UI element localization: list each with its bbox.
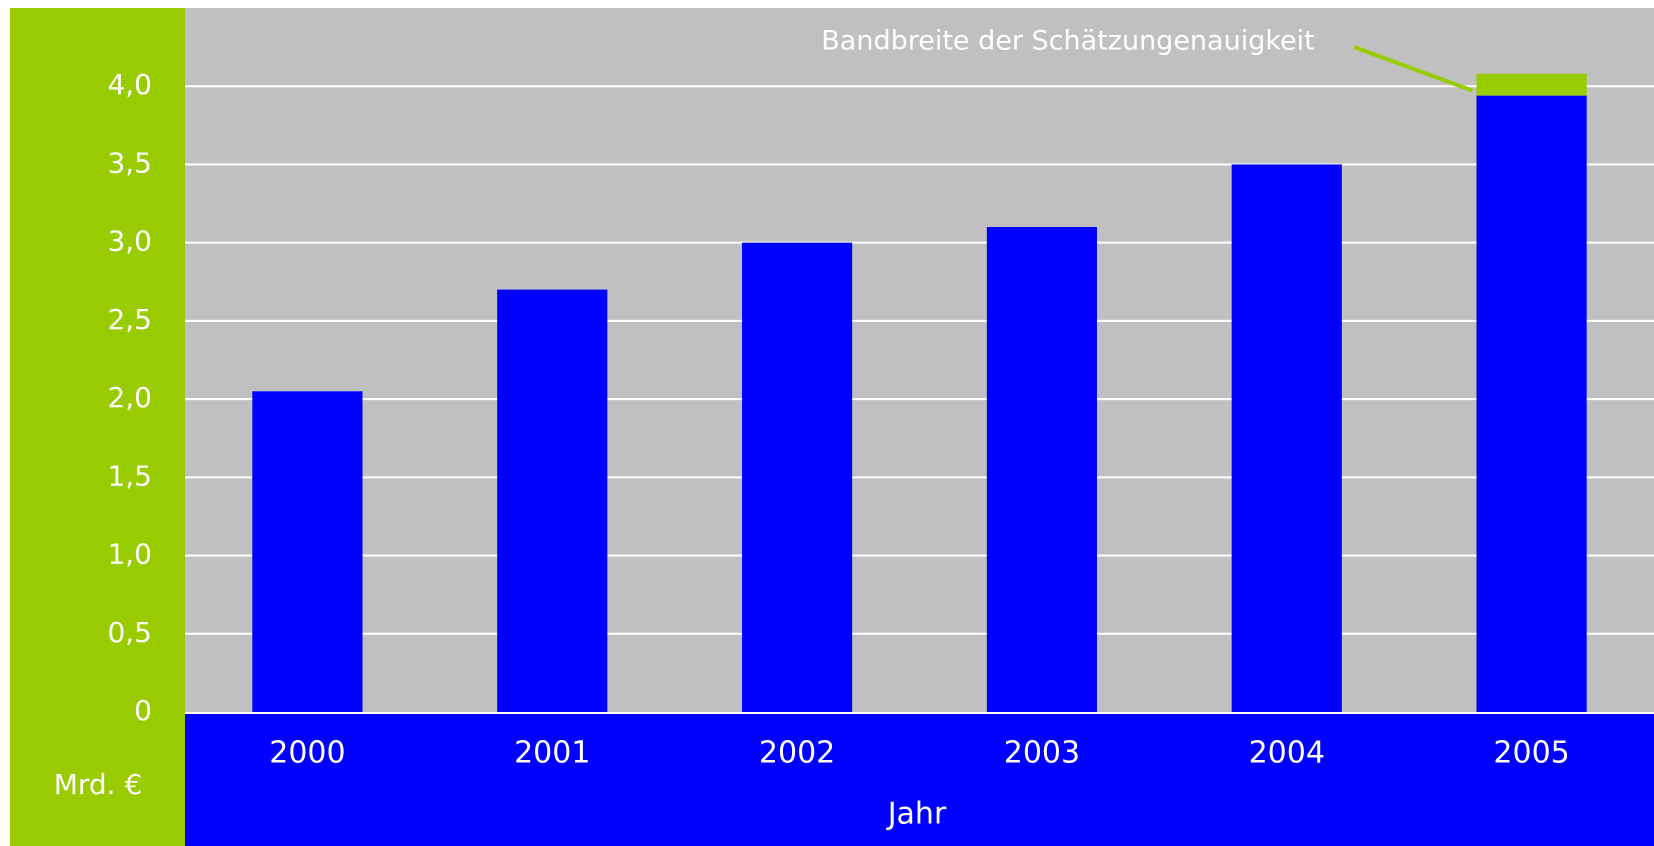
x-tick-label: 2003 [1004, 736, 1080, 771]
y-tick-label: 1,5 [107, 459, 152, 492]
bar-segment [741, 242, 853, 712]
bar-segment [497, 289, 608, 712]
x-tick-label: 2002 [759, 736, 835, 771]
annotation-leader [1353, 45, 1474, 93]
y-tick-label: 2,5 [107, 303, 152, 336]
bar-segment [252, 391, 363, 712]
y-tick-label: 4,0 [107, 68, 152, 101]
bar-segment [986, 227, 1098, 712]
y-axis-label: Mrd. € [54, 768, 143, 801]
bar-segment [1476, 95, 1587, 712]
plot-area [185, 8, 1654, 712]
x-tick-label: 2005 [1493, 736, 1569, 771]
x-axis-label: Jahr [886, 797, 947, 832]
bar-segment [1231, 164, 1342, 712]
y-tick-label: 2,0 [107, 381, 152, 414]
y-tick-label: 3,0 [107, 225, 152, 258]
x-axis-panel [185, 714, 1654, 846]
y-tick-label: 0 [134, 694, 152, 727]
x-tick-label: 2001 [514, 736, 590, 771]
x-tick-label: 2000 [269, 736, 345, 771]
x-tick-label: 2004 [1249, 736, 1325, 771]
bar-segment [1476, 73, 1587, 96]
y-tick-label: 0,5 [107, 616, 152, 649]
annotation: Bandbreite der Schätzungenauigkeit [821, 26, 1314, 57]
y-tick-label: 1,0 [107, 538, 152, 571]
y-tick-label: 3,5 [107, 146, 152, 179]
y-axis-panel [10, 8, 185, 846]
